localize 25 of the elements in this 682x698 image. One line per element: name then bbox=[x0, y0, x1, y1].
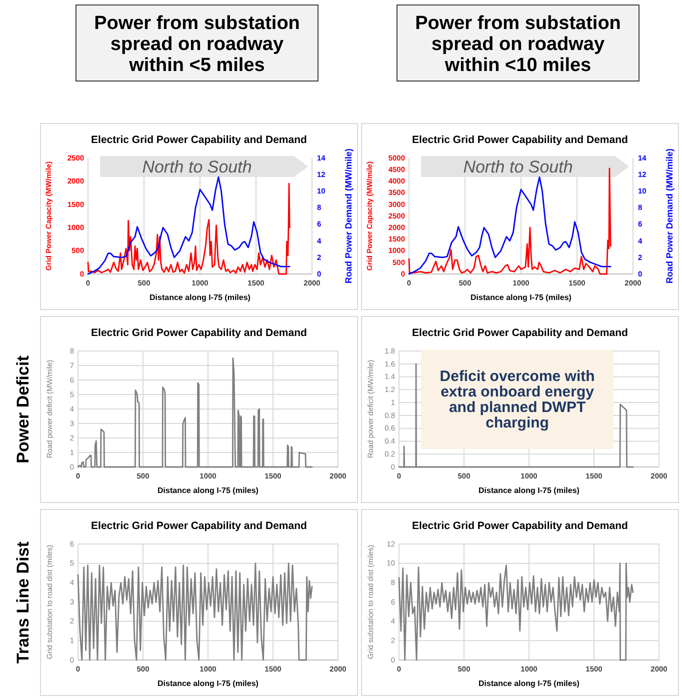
chart-title: Electric Grid Power Capability and Demand bbox=[91, 134, 307, 146]
line-series bbox=[398, 562, 634, 661]
text: Power from substation spread on roadway within <5 miles bbox=[94, 13, 300, 76]
x-axis-title: Distance along I-75 (miles) bbox=[478, 486, 580, 495]
x-axis-title: Distance along I-75 (miles) bbox=[470, 293, 572, 302]
line-series bbox=[398, 363, 634, 468]
x-axis-title: Distance along I-75 (miles) bbox=[158, 486, 259, 495]
text: Power Deficit bbox=[13, 355, 32, 464]
annotation: North to South bbox=[463, 158, 573, 176]
x-axis-title: Distance along I-75 (miles) bbox=[158, 679, 259, 688]
x-axis-title: Distance along I-75 (miles) bbox=[478, 679, 580, 688]
chart-title: Electric Grid Power Capability and Demand bbox=[91, 327, 307, 339]
line-series bbox=[77, 562, 313, 661]
chart-title: Electric Grid Power Capability and Demand bbox=[91, 520, 307, 532]
chart-title: Electric Grid Power Capability and Demand bbox=[412, 520, 628, 532]
y2-axis-title: Road Power Demand (MW/mile) bbox=[343, 148, 354, 284]
y2-axis-title: Road Power Demand (MW/mile) bbox=[664, 148, 674, 284]
text: Power from substation spread on roadway within <10 miles bbox=[415, 13, 621, 76]
annotation: North to South bbox=[142, 158, 252, 176]
line-series bbox=[77, 358, 313, 468]
chart-title: Electric Grid Power Capability and Demand bbox=[412, 134, 628, 146]
annotation: Deficit overcome with extra onboard energy and planned DWPT charging bbox=[440, 368, 595, 432]
text: Trans Line Dist bbox=[13, 541, 32, 664]
chart-title: Electric Grid Power Capability and Demand bbox=[412, 327, 628, 339]
x-axis-title: Distance along I-75 (miles) bbox=[150, 293, 251, 302]
